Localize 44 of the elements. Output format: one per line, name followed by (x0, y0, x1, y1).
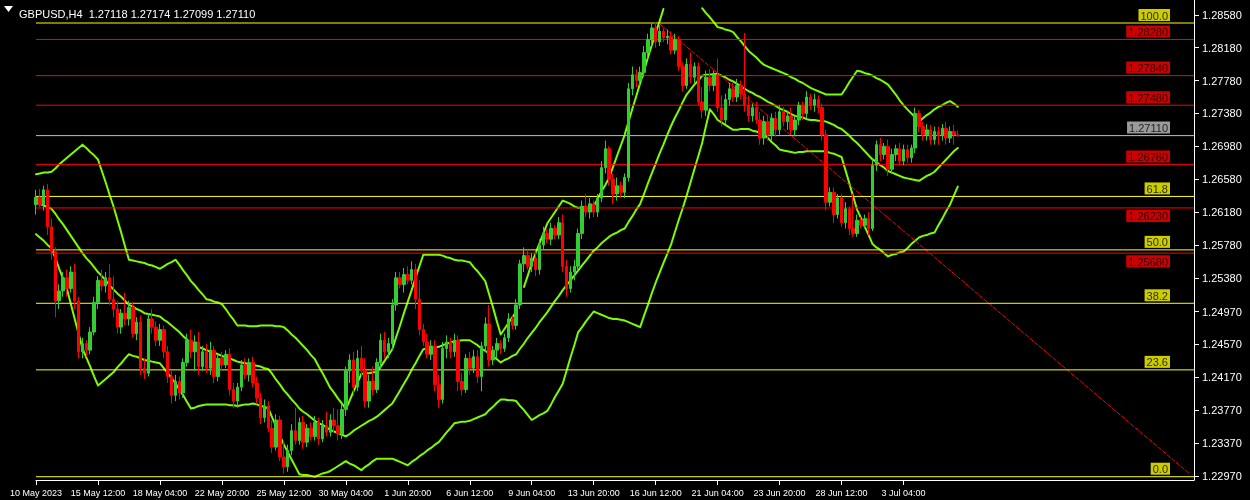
y-tick-label: 1.24570 (1202, 338, 1242, 351)
x-tick-label: 6 Jun 12:00 (446, 487, 494, 498)
x-tick-label: 15 May 12:00 (70, 487, 126, 498)
y-tick-label: 1.26980 (1202, 140, 1242, 153)
ref-line-label: 1.27840 (1128, 62, 1168, 75)
y-tick-label: 1.25380 (1202, 271, 1242, 284)
y-tick-label: 1.28580 (1202, 8, 1242, 21)
y-tick-label: 1.26580 (1202, 173, 1242, 186)
x-tick-label: 22 May 20:00 (194, 487, 250, 498)
text: GBPUSD,H4 1.27118 1.27174 1.27099 1.27110 (19, 7, 256, 20)
x-tick-label: 23 Jun 20:00 (753, 487, 806, 498)
ref-line-label: 1.28280 (1128, 25, 1168, 38)
x-tick-label: 30 May 04:00 (318, 487, 374, 498)
y-tick-label: 1.25780 (1202, 238, 1242, 251)
annotation: 23.6 (1146, 356, 1168, 369)
x-tick-label: 3 Jul 04:00 (881, 487, 926, 498)
annotation: 38.2 (1146, 289, 1168, 302)
y-tick-label: 1.22970 (1202, 469, 1242, 482)
ref-line-label: 1.27110 (1129, 122, 1168, 135)
x-tick-label: 25 May 12:00 (256, 487, 312, 498)
annotation: 61.8 (1146, 182, 1168, 195)
annotation: 0.0 (1152, 463, 1168, 476)
x-tick-label: 21 Jun 04:00 (691, 487, 744, 498)
y-tick-label: 1.23370 (1202, 437, 1242, 450)
y-tick-label: 1.28180 (1202, 41, 1242, 54)
y-tick-label: 1.27780 (1202, 74, 1242, 87)
x-tick-label: 9 Jun 04:00 (508, 487, 556, 498)
y-tick-label: 1.27380 (1202, 107, 1242, 120)
annotation: 100.0 (1140, 9, 1168, 22)
annotation: 50.0 (1146, 236, 1168, 249)
ref-line-label: 1.26230 (1128, 210, 1168, 223)
x-tick-label: 18 May 04:00 (132, 487, 188, 498)
x-tick-label: 1 Jun 20:00 (384, 487, 432, 498)
ref-line-label: 1.26760 (1128, 150, 1168, 163)
y-tick-label: 1.23770 (1202, 404, 1242, 417)
ref-line-label: 1.27480 (1128, 91, 1168, 104)
x-tick-label: 13 Jun 20:00 (567, 487, 620, 498)
x-tick-label: 28 Jun 12:00 (815, 487, 868, 498)
y-tick-label: 1.24170 (1202, 371, 1242, 384)
y-tick-label: 1.26180 (1202, 206, 1242, 219)
x-tick-label: 16 Jun 12:00 (629, 487, 682, 498)
x-tick-label: 10 May 2023 (9, 487, 63, 498)
ref-line-label: 1.25680 (1128, 255, 1168, 268)
y-tick-label: 1.24970 (1202, 305, 1242, 318)
